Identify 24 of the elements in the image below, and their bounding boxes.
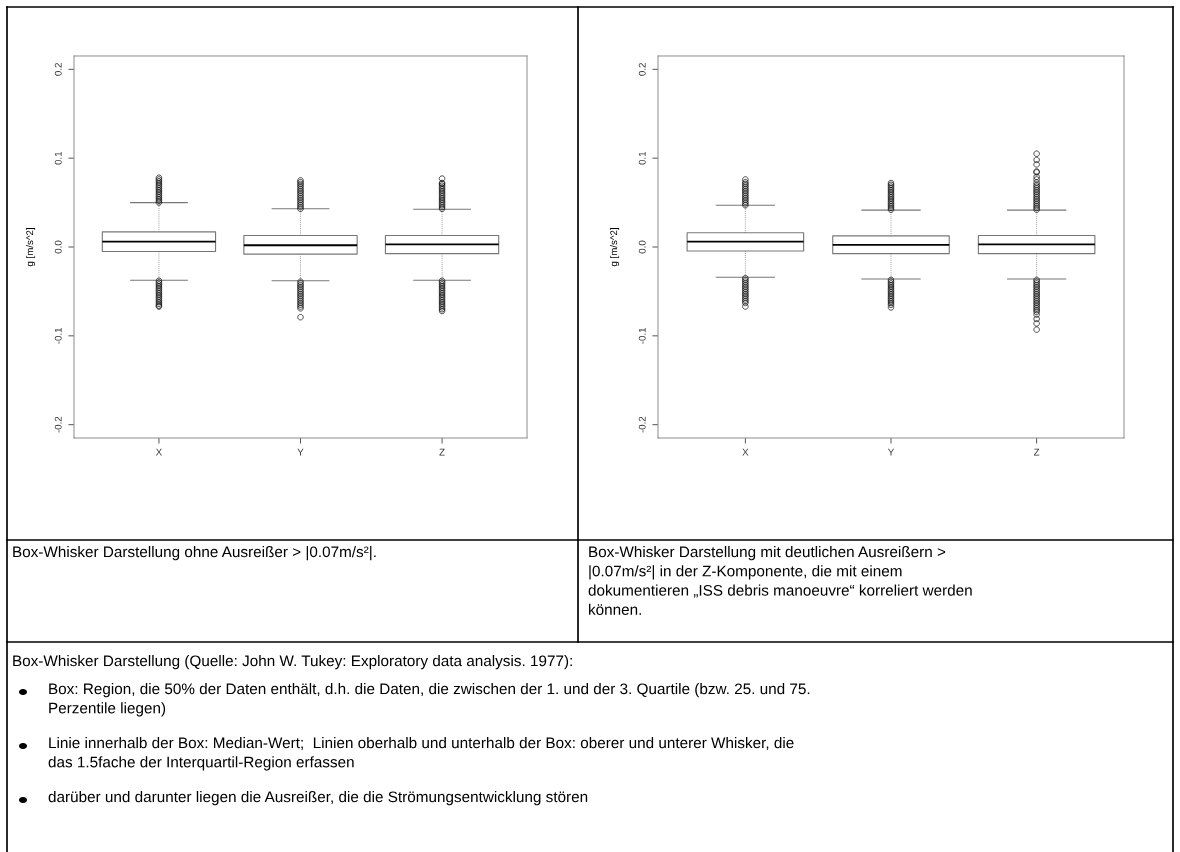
y-tick-label: -0.2: [638, 416, 646, 433]
y-tick-label: 0.1: [54, 151, 62, 165]
y-tick-label: 0.2: [54, 63, 62, 76]
text: Box-Whisker Darstellung mit deutlichen Ausreißern > |0.07m/s²| in der Z-Komponente, die mit einem dokumentieren „ISS debris manoeuvre“ korreliert werden können.: [588, 546, 972, 615]
x-tick-label: X: [155, 448, 162, 456]
y-tick-label: 0.0: [638, 240, 646, 254]
text: Linie innerhalb der Box: Median-Wert; Linien oberhalb und unterhalb der Box: oberer und unterer Whisker, die das 1.5fache der Interquartil-Region erfassen: [48, 737, 794, 771]
y-tick-label: 0.0: [54, 240, 62, 254]
x-tick-label: Z: [439, 448, 445, 456]
y-tick-label: -0.1: [54, 327, 62, 344]
text: darüber und darunter liegen die Ausreißer, die die Strömungsentwicklung stören: [48, 791, 588, 806]
y-axis-title: g [m/s^2]: [610, 228, 620, 267]
y-tick-label: 0.2: [638, 63, 646, 76]
text: Box: Region, die 50% der Daten enthält, d.h. die Daten, die zwischen der 1. und der 3. Quartile (bzw. 25. und 75. Perzentile liegen): [49, 683, 810, 717]
text: Box-Whisker Darstellung (Quelle: John W. Tukey: Exploratory data analysis. 1977):: [13, 655, 572, 670]
y-axis-title: g [m/s^2]: [26, 228, 36, 267]
text: Box-Whisker Darstellung ohne Ausreißer > |0.07m/s²|.: [13, 546, 376, 561]
y-tick-label: -0.2: [54, 416, 62, 433]
x-tick-label: Z: [1033, 448, 1040, 456]
x-tick-label: X: [742, 448, 749, 456]
y-tick-label: -0.1: [638, 327, 646, 344]
x-tick-label: Y: [297, 448, 304, 456]
y-tick-label: 0.1: [638, 151, 646, 165]
x-tick-label: Y: [887, 448, 895, 456]
